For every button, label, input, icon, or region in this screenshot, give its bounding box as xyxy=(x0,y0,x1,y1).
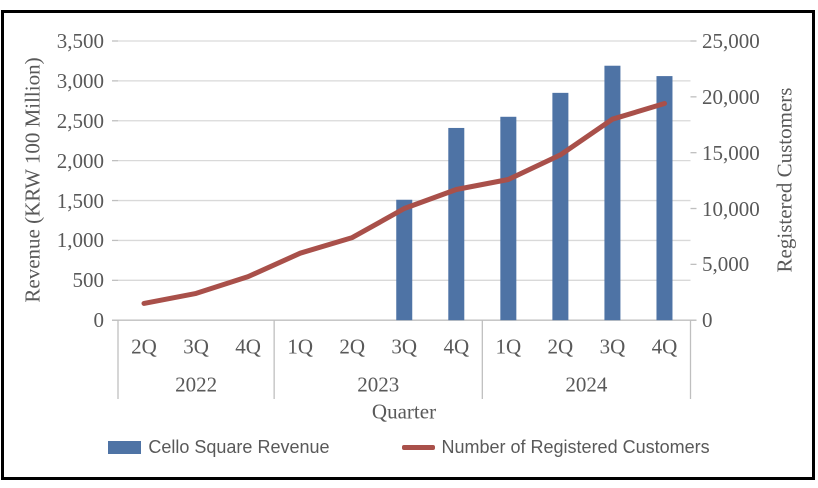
quarter-label-3Q-2024: 3Q xyxy=(599,334,626,359)
x-axis-title: Quarter xyxy=(371,399,437,424)
left-tick-label: 2,000 xyxy=(56,148,104,173)
bar-2Q xyxy=(552,92,569,321)
quarter-label-2Q-2022: 2Q xyxy=(131,334,157,359)
quarter-label-2Q-2023: 2Q xyxy=(339,334,366,359)
year-label-2024: 2024 xyxy=(565,372,608,397)
bar-4Q xyxy=(656,76,673,321)
year-label-2023: 2023 xyxy=(357,372,400,397)
bar-3Q xyxy=(604,65,621,321)
customers-line xyxy=(141,101,667,306)
quarter-label-4Q-2022: 4Q xyxy=(235,334,261,359)
left-tick-label: 3,000 xyxy=(56,68,104,93)
left-tick-label: 500 xyxy=(72,268,105,293)
right-tick-label: 20,000 xyxy=(702,84,760,109)
left-tick-label: 3,500 xyxy=(56,29,104,53)
quarter-label-4Q-2024: 4Q xyxy=(651,334,678,359)
left-tick-label: 0 xyxy=(93,308,105,333)
right-tick-label: 15,000 xyxy=(702,140,760,165)
legend-label-revenue: Cello Square Revenue xyxy=(148,437,330,457)
left-axis-title: Revenue (KRW 100 Million) xyxy=(20,57,45,303)
quarter-label-4Q-2023: 4Q xyxy=(443,334,470,359)
quarter-label-3Q-2022: 3Q xyxy=(183,334,209,359)
quarter-label-1Q-2023: 1Q xyxy=(287,334,313,359)
right-axis-title: Registered Customers xyxy=(772,87,797,273)
legend-bar-swatch-icon xyxy=(108,441,142,454)
bar-3Q xyxy=(396,199,413,321)
legend-line-swatch-icon xyxy=(401,445,435,450)
quarter-label-1Q-2024: 1Q xyxy=(495,334,522,359)
left-tick-label: 1,000 xyxy=(56,228,104,253)
quarter-label-3Q-2023: 3Q xyxy=(391,334,418,359)
right-tick-label: 0 xyxy=(702,308,713,333)
left-tick-label: 1,500 xyxy=(56,188,104,213)
legend-item-customers: Number of Registered Customers xyxy=(401,437,710,458)
right-tick-label: 5,000 xyxy=(702,252,750,277)
legend-label-customers: Number of Registered Customers xyxy=(441,437,710,457)
right-tick-label: 25,000 xyxy=(702,29,760,53)
quarter-label-2Q-2024: 2Q xyxy=(547,334,574,359)
year-label-2022: 2022 xyxy=(175,372,218,397)
bar-4Q xyxy=(448,127,465,321)
legend: Cello Square Revenue Number of Registere… xyxy=(0,437,818,458)
legend-item-revenue: Cello Square Revenue xyxy=(108,437,330,458)
bar-1Q xyxy=(500,116,517,321)
right-tick-label: 10,000 xyxy=(702,196,760,221)
left-tick-label: 2,500 xyxy=(56,108,104,133)
